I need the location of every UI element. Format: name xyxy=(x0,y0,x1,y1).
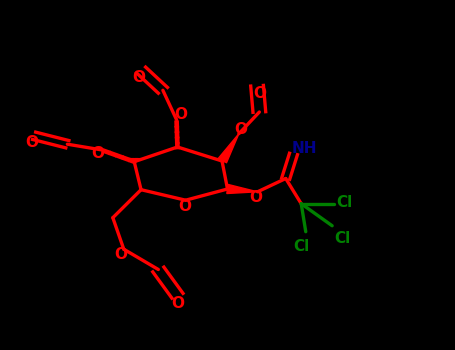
Polygon shape xyxy=(217,134,239,163)
Text: O: O xyxy=(253,86,266,101)
Polygon shape xyxy=(227,184,258,194)
Text: NH: NH xyxy=(292,141,318,156)
Text: O: O xyxy=(91,147,104,161)
Text: O: O xyxy=(249,190,262,204)
Text: O: O xyxy=(25,135,38,150)
Text: O: O xyxy=(114,247,127,262)
Text: O: O xyxy=(235,122,248,137)
Text: O: O xyxy=(132,70,145,84)
Text: O: O xyxy=(178,199,191,214)
Text: Cl: Cl xyxy=(334,231,351,246)
Text: Cl: Cl xyxy=(337,195,353,210)
Text: O: O xyxy=(175,107,187,122)
Text: Cl: Cl xyxy=(293,239,309,254)
Text: O: O xyxy=(171,296,184,311)
